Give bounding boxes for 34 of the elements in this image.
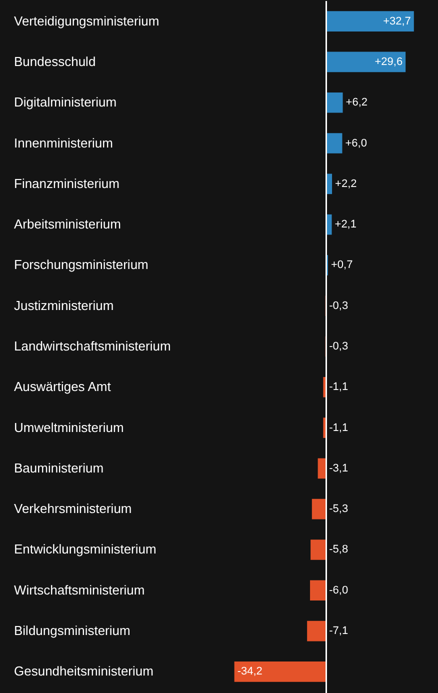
data-label: -0,3: [329, 300, 348, 312]
y-tick-label: Bildungsministerium: [14, 623, 130, 638]
y-tick-label: Verkehrsministerium: [14, 501, 132, 516]
data-label: -7,1: [329, 625, 348, 638]
y-tick-label: Justizministerium: [14, 298, 114, 313]
data-label: -34,2: [237, 666, 262, 678]
y-tick-label: Verteidigungsministerium: [14, 13, 160, 28]
y-tick-label: Digitalministerium: [14, 94, 117, 110]
data-label: +0,7: [331, 259, 353, 272]
y-tick-label: Forschungsministerium: [14, 257, 148, 272]
data-label: +2,1: [334, 218, 356, 231]
data-label: +29,6: [374, 56, 403, 68]
y-tick-label: Gesundheitsministerium: [14, 664, 154, 679]
y-tick-label: Entwicklungsministerium: [14, 542, 156, 557]
data-label: +6,2: [346, 96, 368, 109]
data-label: +6,0: [345, 137, 367, 150]
data-label: -5,8: [329, 544, 348, 556]
y-tick-label: Landwirtschaftsministerium: [14, 338, 171, 354]
data-label: +32,7: [383, 15, 411, 28]
data-label: -5,3: [329, 503, 348, 516]
y-tick-label: Bundesschuld: [14, 54, 96, 69]
y-tick-label: Wirtschaftsministerium: [14, 582, 145, 598]
y-tick-label: Innenministerium: [14, 135, 113, 150]
data-label: -1,1: [329, 381, 348, 394]
data-label: -0,3: [329, 340, 348, 352]
data-label: -6,0: [329, 584, 348, 596]
data-label: -3,1: [329, 462, 348, 474]
y-tick-label: Auswärtiges Amt: [14, 379, 112, 394]
data-label: -1,1: [329, 422, 348, 434]
y-tick-label: Umweltministerium: [14, 420, 124, 435]
y-tick-label: Finanzministerium: [14, 176, 120, 191]
data-label: +2,2: [335, 178, 357, 190]
y-tick-label: Arbeitsministerium: [14, 216, 121, 232]
y-tick-label: Bauministerium: [14, 460, 104, 476]
